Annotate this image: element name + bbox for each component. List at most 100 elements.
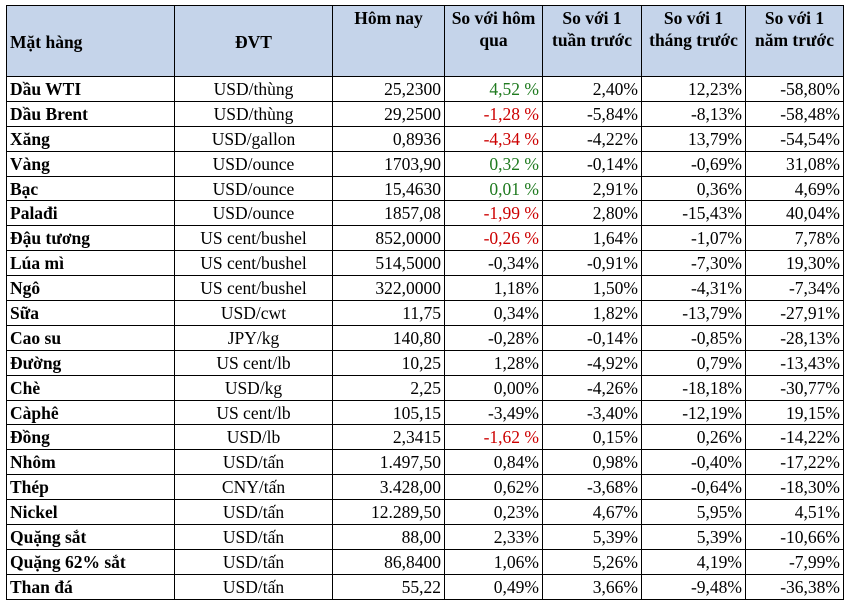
cell-today: 0,8936 [332,125,445,152]
table-header-row: Mặt hàng ĐVT Hôm nay So với hôm qua So v… [6,5,844,77]
cell-vs-year: -36,38% [745,573,844,600]
cell-unit: US cent/lb [174,349,333,376]
cell-item: Dầu WTI [6,76,175,102]
commodity-price-table: Mặt hàng ĐVT Hôm nay So với hôm qua So v… [6,5,844,600]
cell-unit: US cent/bushel [174,275,333,302]
cell-today: 105,15 [332,399,445,426]
cell-vs-year: -30,77% [745,374,844,401]
cell-unit: USD/ounce [174,150,333,177]
cell-today: 514,5000 [332,250,445,277]
cell-vs-yesterday: 0,84% [444,449,543,476]
table-row: Nickel USD/tấn 12.289,50 0,23% 4,67% 5,95% 4,5… [6,499,844,526]
cell-unit: USD/ounce [174,175,333,202]
cell-vs-year: 40,04% [745,200,844,227]
cell-today: 2,25 [332,374,445,401]
cell-vs-month: 0,79% [641,349,746,376]
cell-today: 1703,90 [332,150,445,177]
cell-vs-yesterday: 0,00% [444,374,543,401]
cell-unit: USD/thùng [174,76,333,102]
commodity-price-table-container: Mặt hàng ĐVT Hôm nay So với hôm qua So v… [6,5,844,600]
cell-item: Than đá [6,573,175,600]
table-row: Đường US cent/lb 10,25 1,28% -4,92% 0,79% -13,… [6,349,844,376]
cell-unit: JPY/kg [174,324,333,351]
cell-vs-month: 0,26% [641,424,746,451]
cell-vs-year: -58,80% [745,76,844,102]
cell-vs-week: 4,67% [542,499,642,526]
cell-today: 322,0000 [332,275,445,302]
cell-vs-year: -18,30% [745,474,844,501]
header-vs-month-label: So với 1 tháng trước [649,8,738,50]
cell-vs-year: -10,66% [745,524,844,550]
cell-vs-month: -0,69% [641,150,746,177]
table-row: Chè USD/kg 2,25 0,00% -4,26% -18,18% -30,77% [6,374,844,401]
cell-vs-week: 1,50% [542,275,642,302]
cell-vs-year: 19,15% [745,399,844,426]
cell-vs-month: -9,48% [641,573,746,600]
cell-vs-month: 12,23% [641,76,746,102]
header-vs-year: So với 1 năm trước [745,5,844,77]
cell-vs-yesterday: 0,32 % [444,150,543,177]
cell-vs-yesterday: -3,49% [444,399,543,426]
cell-vs-yesterday: 1,18% [444,275,543,302]
cell-today: 11,75 [332,300,445,326]
cell-unit: USD/gallon [174,125,333,152]
cell-vs-year: -13,43% [745,349,844,376]
cell-unit: USD/cwt [174,300,333,326]
cell-vs-week: -4,26% [542,374,642,401]
cell-unit: US cent/bushel [174,250,333,277]
cell-vs-year: -17,22% [745,449,844,476]
cell-item: Lúa mì [6,250,175,277]
cell-unit: USD/thùng [174,100,333,127]
table-row: Cao su JPY/kg 140,80 -0,28% -0,14% -0,85% -28,… [6,324,844,351]
table-row: Nhôm USD/tấn 1.497,50 0,84% 0,98% -0,40% -17,2… [6,449,844,476]
cell-today: 10,25 [332,349,445,376]
header-vs-yesterday-label: So với hôm qua [451,8,536,50]
cell-unit: USD/tấn [174,499,333,526]
cell-vs-yesterday: 1,28% [444,349,543,376]
cell-vs-year: -14,22% [745,424,844,451]
table-row: Càphê US cent/lb 105,15 -3,49% -3,40% -12,19%… [6,399,844,426]
cell-vs-yesterday: 0,34% [444,300,543,326]
table-row: Sữa USD/cwt 11,75 0,34% 1,82% -13,79% -27,91% [6,300,844,326]
cell-item: Dầu Brent [6,100,175,127]
cell-item: Nhôm [6,449,175,476]
cell-item: Chè [6,374,175,401]
table-body: Dầu WTI USD/thùng 25,2300 4,52 % 2,40% 12,23%… [6,76,844,600]
cell-today: 55,22 [332,573,445,600]
cell-today: 1.497,50 [332,449,445,476]
cell-vs-week: -3,68% [542,474,642,501]
cell-vs-yesterday: 0,01 % [444,175,543,202]
cell-vs-yesterday: 0,62% [444,474,543,501]
cell-vs-year: 31,08% [745,150,844,177]
header-vs-yesterday: So với hôm qua [444,5,543,77]
cell-vs-year: -7,99% [745,548,844,575]
cell-vs-month: 0,36% [641,175,746,202]
cell-vs-year: 19,30% [745,250,844,277]
cell-item: Bạc [6,175,175,202]
cell-vs-yesterday: -0,28% [444,324,543,351]
cell-vs-month: -0,40% [641,449,746,476]
table-row: Dầu WTI USD/thùng 25,2300 4,52 % 2,40% 12,23%… [6,76,844,102]
header-today: Hôm nay [332,5,445,77]
cell-vs-week: 3,66% [542,573,642,600]
header-unit: ĐVT [174,5,333,77]
cell-vs-year: 4,69% [745,175,844,202]
cell-item: Đường [6,349,175,376]
table-row: Quặng 62% sắt USD/tấn 86,8400 1,06% 5,26% 4,1… [6,548,844,575]
cell-today: 2,3415 [332,424,445,451]
cell-item: Càphê [6,399,175,426]
cell-vs-yesterday: -4,34 % [444,125,543,152]
cell-vs-week: -4,92% [542,349,642,376]
cell-vs-week: -0,91% [542,250,642,277]
cell-vs-week: 0,15% [542,424,642,451]
cell-vs-yesterday: -1,62 % [444,424,543,451]
cell-unit: US cent/bushel [174,225,333,252]
cell-unit: USD/ounce [174,200,333,227]
cell-today: 140,80 [332,324,445,351]
cell-vs-month: -1,07% [641,225,746,252]
table-row: Đồng USD/lb 2,3415 -1,62 % 0,15% 0,26% -14,22% [6,424,844,451]
cell-item: Đồng [6,424,175,451]
cell-vs-week: 2,80% [542,200,642,227]
cell-today: 1857,08 [332,200,445,227]
table-row: Palađi USD/ounce 1857,08 -1,99 % 2,80% -15,43… [6,200,844,227]
